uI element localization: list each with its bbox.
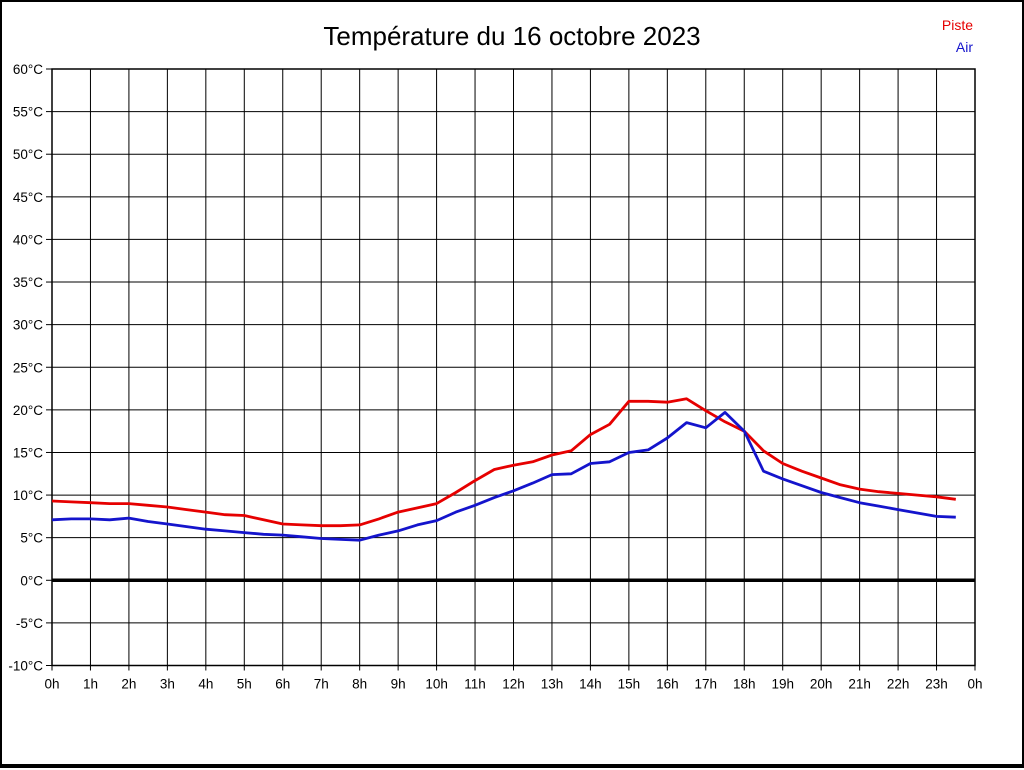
x-tick-label: 23h xyxy=(925,677,948,692)
x-tick-label: 17h xyxy=(695,677,718,692)
plot-border xyxy=(51,68,976,667)
x-tick-label: 16h xyxy=(656,677,679,692)
x-tick-label: 1h xyxy=(83,677,98,692)
y-tick-label: 30°C xyxy=(13,318,43,333)
y-tick-label: 45°C xyxy=(13,190,43,205)
x-tick-label: 22h xyxy=(887,677,910,692)
legend: Piste Air xyxy=(942,14,973,58)
y-tick-label: 50°C xyxy=(13,147,43,162)
x-tick-label: 20h xyxy=(810,677,833,692)
x-tick-label: 4h xyxy=(198,677,213,692)
x-tick-label: 19h xyxy=(771,677,794,692)
x-tick-label: 14h xyxy=(579,677,602,692)
x-tick-label: 10h xyxy=(425,677,448,692)
y-tick-label: 5°C xyxy=(20,531,43,546)
y-tick-label: 10°C xyxy=(13,488,43,503)
y-tick-label: 40°C xyxy=(13,232,43,247)
legend-item-piste: Piste xyxy=(941,17,973,33)
x-tick-label: 7h xyxy=(314,677,329,692)
x-tick-label: 0h xyxy=(44,677,59,692)
x-tick-label: 9h xyxy=(391,677,406,692)
x-tick-label: 0h xyxy=(967,677,982,692)
x-tick-label: 13h xyxy=(541,677,564,692)
y-tick-label: 0°C xyxy=(20,573,43,588)
legend-item-air: Air xyxy=(955,39,973,55)
y-tick-label: 60°C xyxy=(13,62,43,77)
y-tick-label: 20°C xyxy=(13,403,43,418)
y-tick-label: 15°C xyxy=(13,445,43,460)
x-tick-label: 8h xyxy=(352,677,367,692)
x-tick-label: 11h xyxy=(464,677,486,692)
y-tick-label: 35°C xyxy=(13,275,43,290)
x-tick-label: 18h xyxy=(733,677,756,692)
x-tick-label: 6h xyxy=(275,677,290,692)
x-tick-label: 3h xyxy=(160,677,175,692)
y-tick-label: 55°C xyxy=(13,105,43,120)
series-line-air xyxy=(51,410,956,542)
y-tick-label: 25°C xyxy=(13,360,43,375)
y-tick-label: -10°C xyxy=(8,659,43,674)
x-tick-label: 15h xyxy=(618,677,641,692)
x-tick-label: 21h xyxy=(848,677,871,692)
x-tick-label: 12h xyxy=(502,677,525,692)
x-tick-label: 2h xyxy=(121,677,136,692)
chart-title: Température du 16 octobre 2023 xyxy=(323,21,701,51)
series-line-piste xyxy=(51,397,956,528)
y-tick-label: -5°C xyxy=(16,616,43,631)
x-tick-label: 5h xyxy=(237,677,252,692)
